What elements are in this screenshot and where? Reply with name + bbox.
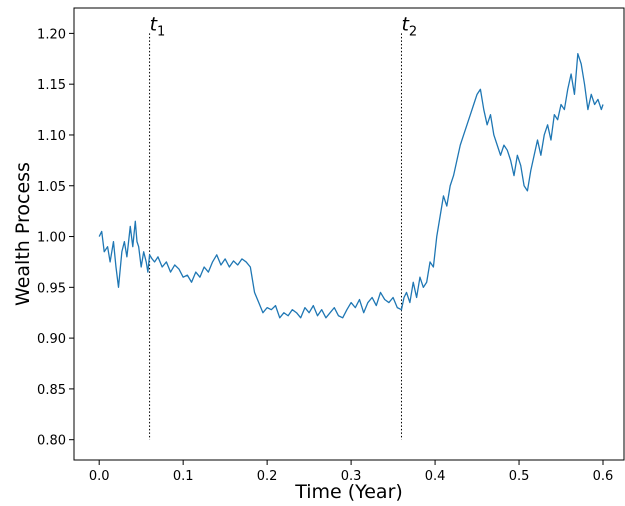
vertical-marker-label: t1 xyxy=(150,13,166,39)
y-tick-label: 1.05 xyxy=(37,180,66,195)
vertical-marker-label-main: t xyxy=(401,13,410,35)
vertical-marker-label-sub: 1 xyxy=(157,24,165,39)
y-tick-label: 1.20 xyxy=(37,27,66,42)
y-tick-label: 0.85 xyxy=(37,383,66,398)
vertical-markers: t1 t2 xyxy=(149,13,417,440)
series-line xyxy=(98,53,604,319)
vertical-marker-label-sub: 2 xyxy=(409,24,417,39)
vertical-marker-label: t2 xyxy=(401,13,417,39)
x-tick-label: 0.2 xyxy=(257,469,278,484)
x-tick-label: 0.0 xyxy=(89,469,110,484)
series-group xyxy=(98,53,604,319)
y-axis-label: Wealth Process xyxy=(12,162,34,306)
x-axis-ticks: 0.0 0.1 0.2 0.3 0.4 0.5 0.6 xyxy=(89,460,614,484)
y-axis-ticks: 0.80 0.85 0.90 0.95 1.00 1.05 1.10 1.15 1.20 xyxy=(37,27,74,449)
x-tick-label: 0.5 xyxy=(509,469,530,484)
y-tick-label: 1.15 xyxy=(37,78,66,93)
x-tick-label: 0.4 xyxy=(425,469,446,484)
x-tick-label: 0.1 xyxy=(173,469,194,484)
y-tick-label: 0.95 xyxy=(37,281,66,296)
vertical-marker-label-main: t xyxy=(150,13,159,35)
x-axis-label: Time (Year) xyxy=(294,481,403,503)
y-tick-label: 1.00 xyxy=(37,231,66,246)
y-tick-label: 0.90 xyxy=(37,332,66,347)
y-tick-label: 0.80 xyxy=(37,434,66,449)
y-tick-label: 1.10 xyxy=(37,129,66,144)
x-tick-label: 0.6 xyxy=(593,469,614,484)
plot-area xyxy=(73,7,625,461)
x-tick-label: 0.3 xyxy=(341,469,362,484)
